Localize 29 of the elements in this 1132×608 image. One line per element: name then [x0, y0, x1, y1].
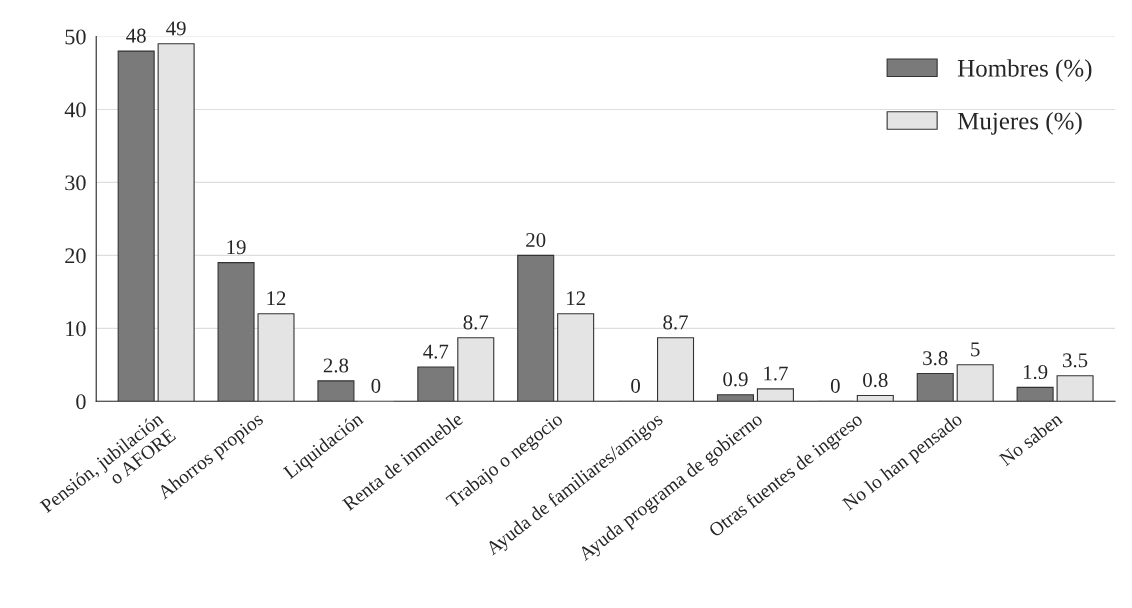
data-label: 3.5	[1063, 353, 1088, 368]
data-label: 0	[631, 378, 640, 393]
data-label: 4.7	[423, 344, 449, 359]
data-label: 0	[830, 378, 840, 393]
data-label: 2.8	[323, 358, 349, 373]
data-label: 19	[227, 240, 246, 255]
data-label: 0.9	[723, 372, 748, 387]
data-label: 12	[267, 291, 286, 306]
data-label: 49	[166, 21, 186, 36]
data-label: 48	[126, 28, 146, 43]
legend-label: Hombres (%)	[957, 59, 1092, 82]
legend-label: Mujeres (%)	[957, 111, 1082, 135]
data-label: 5	[971, 342, 980, 357]
data-label: 0	[371, 378, 381, 393]
y-tick-label: 0	[76, 394, 86, 410]
data-label: 1.7	[764, 366, 788, 381]
y-tick-label: 40	[64, 102, 86, 118]
y-tick-label: 30	[65, 175, 86, 191]
data-label: 12	[567, 291, 585, 306]
data-label: 1.9	[1023, 365, 1048, 380]
data-label: 0.8	[863, 372, 888, 388]
y-tick-label: 10	[66, 321, 86, 337]
data-label: 8.7	[663, 315, 688, 330]
data-label: 8.7	[463, 315, 489, 330]
data-label: 3.8	[923, 351, 948, 366]
x-tick-label: No saben	[998, 411, 1064, 467]
y-tick-label: 20	[65, 248, 86, 264]
data-label: 20	[526, 232, 546, 247]
y-tick-label: 50	[65, 29, 86, 45]
